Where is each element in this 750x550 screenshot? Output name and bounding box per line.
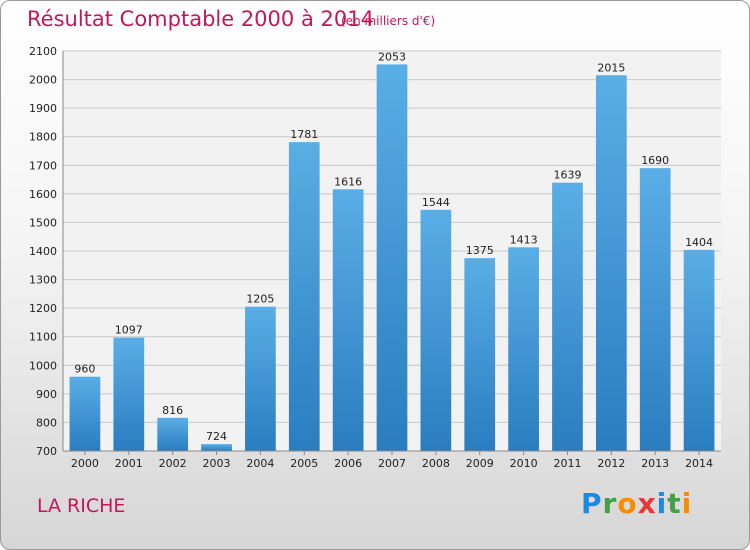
data-label: 2053 bbox=[378, 50, 406, 63]
x-tick-label: 2009 bbox=[466, 457, 494, 470]
data-label: 1544 bbox=[422, 196, 450, 209]
data-label: 1616 bbox=[334, 175, 362, 188]
bar bbox=[376, 64, 408, 451]
bar bbox=[113, 337, 145, 451]
y-tick-label: 2100 bbox=[29, 45, 57, 58]
logo-letter: x bbox=[637, 487, 657, 520]
data-label: 1404 bbox=[685, 236, 713, 249]
bar bbox=[552, 182, 583, 451]
bar bbox=[288, 142, 320, 451]
x-tick-label: 2004 bbox=[246, 457, 274, 470]
chart-title: Résultat Comptable 2000 à 2014 bbox=[27, 7, 374, 31]
data-label: 1639 bbox=[553, 169, 581, 182]
y-tick-label: 1300 bbox=[29, 274, 57, 287]
data-label: 2015 bbox=[597, 61, 625, 74]
data-label: 1690 bbox=[641, 154, 669, 167]
data-label: 724 bbox=[206, 430, 227, 443]
y-tick-label: 1600 bbox=[29, 188, 57, 201]
bar bbox=[595, 75, 627, 452]
y-tick-label: 1100 bbox=[29, 331, 57, 344]
y-tick-label: 1800 bbox=[29, 131, 57, 144]
logo-letter: t bbox=[667, 487, 682, 520]
y-tick-label: 700 bbox=[36, 445, 57, 458]
bar bbox=[332, 189, 364, 452]
y-tick-label: 1900 bbox=[29, 102, 57, 115]
bar bbox=[508, 247, 539, 451]
bar bbox=[157, 417, 189, 451]
logo-letter: P bbox=[581, 487, 603, 520]
data-label: 816 bbox=[162, 404, 183, 417]
y-tick-label: 1700 bbox=[29, 159, 57, 172]
logo-letter: o bbox=[617, 487, 638, 520]
y-tick-label: 800 bbox=[36, 416, 57, 429]
bar bbox=[245, 306, 276, 451]
data-label: 1375 bbox=[466, 244, 494, 257]
x-tick-label: 2010 bbox=[510, 457, 538, 470]
y-tick-label: 900 bbox=[36, 388, 57, 401]
x-tick-label: 2007 bbox=[378, 457, 406, 470]
x-tick-label: 2006 bbox=[334, 457, 362, 470]
y-tick-label: 1000 bbox=[29, 359, 57, 372]
bar bbox=[69, 376, 101, 451]
x-tick-label: 2012 bbox=[597, 457, 625, 470]
commune-name: LA RICHE bbox=[37, 495, 126, 517]
data-label: 1413 bbox=[510, 233, 538, 246]
x-tick-label: 2013 bbox=[641, 457, 669, 470]
proxiti-logo: Proxiti bbox=[581, 487, 692, 520]
x-tick-label: 2011 bbox=[553, 457, 581, 470]
logo-letter: i bbox=[681, 487, 693, 520]
bar bbox=[683, 249, 715, 451]
data-label: 1097 bbox=[115, 324, 143, 337]
bar bbox=[420, 209, 452, 451]
x-tick-label: 2005 bbox=[290, 457, 318, 470]
chart-subtitle: (en milliers d'€) bbox=[341, 14, 436, 28]
x-tick-label: 2000 bbox=[71, 457, 99, 470]
data-label: 1781 bbox=[290, 128, 318, 141]
y-tick-label: 1500 bbox=[29, 216, 57, 229]
bar bbox=[201, 444, 232, 451]
y-tick-label: 1400 bbox=[29, 245, 57, 258]
logo-letter: r bbox=[602, 487, 618, 520]
x-tick-label: 2003 bbox=[203, 457, 231, 470]
y-tick-label: 2000 bbox=[29, 74, 57, 87]
x-tick-label: 2001 bbox=[115, 457, 143, 470]
x-tick-label: 2014 bbox=[685, 457, 713, 470]
data-label: 960 bbox=[74, 363, 95, 376]
data-label: 1205 bbox=[246, 293, 274, 306]
x-tick-label: 2002 bbox=[159, 457, 187, 470]
bar bbox=[464, 258, 496, 451]
logo-letter: i bbox=[656, 487, 668, 520]
x-tick-label: 2008 bbox=[422, 457, 450, 470]
bar bbox=[639, 168, 671, 451]
y-tick-label: 1200 bbox=[29, 302, 57, 315]
